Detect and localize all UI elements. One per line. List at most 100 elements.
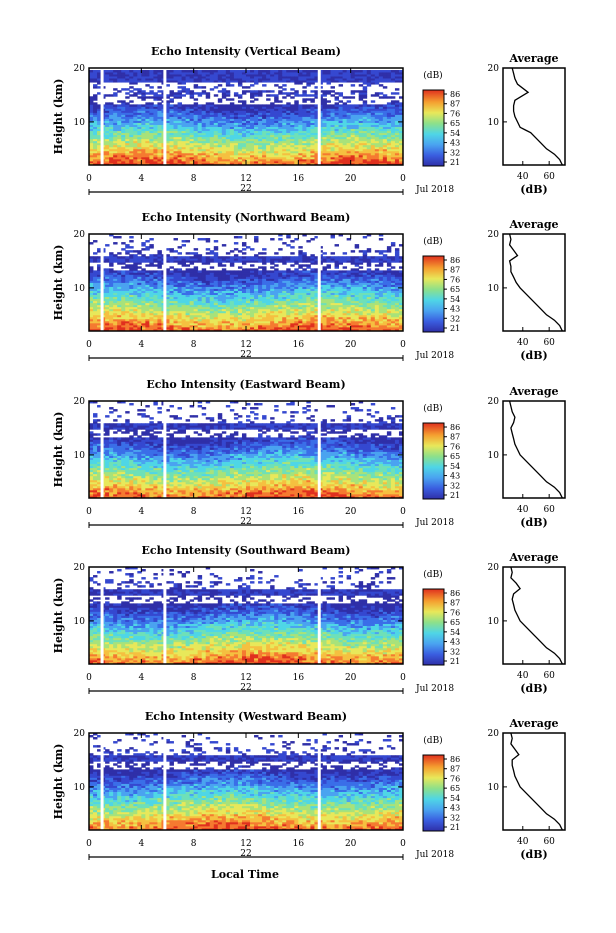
- heatmap: [89, 401, 403, 498]
- colorbar-tick-label: 87: [450, 266, 460, 275]
- profile-line: [512, 68, 562, 165]
- profile-x-tick-label: 60: [543, 837, 555, 847]
- x-tick-label: 12: [240, 839, 251, 849]
- x-tick-label: 0: [400, 174, 406, 184]
- colorbar: [423, 90, 444, 166]
- colorbar-unit: (dB): [423, 569, 442, 580]
- x-tick-label: 4: [138, 839, 144, 849]
- profile-x-tick-label: 40: [517, 671, 529, 681]
- profile-frame: [503, 68, 565, 165]
- x-tick-label: 0: [86, 673, 92, 683]
- day-label: 22: [240, 683, 251, 693]
- profile-x-label: (dB): [520, 349, 547, 362]
- y-tick-label: 20: [74, 397, 86, 407]
- y-tick-label: 10: [74, 783, 86, 793]
- colorbar: [423, 256, 444, 332]
- y-tick-label: 10: [74, 451, 86, 461]
- x-tick-label: 4: [138, 340, 144, 350]
- profile-y-tick-label: 20: [488, 563, 500, 573]
- profile-x-tick-label: 60: [543, 172, 555, 182]
- profile-x-tick-label: 60: [543, 505, 555, 515]
- x-tick-label: 20: [345, 507, 357, 517]
- colorbar-tick-label: 43: [450, 472, 460, 481]
- month-label: Jul 2018: [415, 351, 454, 361]
- y-tick-label: 20: [74, 729, 86, 739]
- x-tick-label: 20: [345, 673, 357, 683]
- profile-title: Average: [508, 52, 558, 65]
- y-tick-label: 10: [74, 284, 86, 294]
- profile-title: Average: [508, 218, 558, 231]
- colorbar-tick-label: 76: [450, 608, 460, 617]
- panel-title: Echo Intensity (Westward Beam): [145, 710, 347, 723]
- profile-x-label: (dB): [520, 516, 547, 529]
- month-label: Jul 2018: [415, 684, 454, 694]
- y-tick-label: 20: [74, 230, 86, 240]
- colorbar: [423, 755, 444, 831]
- x-tick-label: 8: [191, 174, 197, 184]
- x-tick-label: 0: [400, 340, 406, 350]
- colorbar-unit: (dB): [423, 403, 442, 414]
- colorbar-tick-label: 65: [450, 452, 460, 461]
- colorbar-tick-label: 43: [450, 139, 460, 148]
- x-tick-label: 12: [240, 673, 251, 683]
- x-tick-label: 4: [138, 174, 144, 184]
- x-tick-label: 16: [293, 174, 305, 184]
- x-tick-label: 8: [191, 673, 197, 683]
- y-tick-label: 10: [74, 617, 86, 627]
- profile-frame: [503, 567, 565, 664]
- colorbar-tick-label: 54: [450, 462, 460, 471]
- x-tick-label: 0: [86, 839, 92, 849]
- colorbar-tick-label: 54: [450, 628, 460, 637]
- day-label: 22: [240, 350, 251, 360]
- colorbar-tick-label: 32: [450, 481, 460, 490]
- colorbar-tick-label: 32: [450, 813, 460, 822]
- colorbar-tick-label: 21: [450, 158, 460, 167]
- y-axis-label: Height (km): [52, 79, 65, 155]
- x-tick-label: 8: [191, 507, 197, 517]
- month-label: Jul 2018: [415, 185, 454, 195]
- month-label: Jul 2018: [415, 518, 454, 528]
- day-label: 22: [240, 849, 251, 859]
- colorbar-tick-label: 86: [450, 90, 460, 99]
- colorbar-tick-label: 76: [450, 275, 460, 284]
- x-tick-label: 8: [191, 340, 197, 350]
- x-tick-label: 0: [86, 174, 92, 184]
- colorbar-tick-label: 32: [450, 314, 460, 323]
- profile-y-tick-label: 20: [488, 64, 500, 74]
- profile-y-tick-label: 20: [488, 230, 500, 240]
- y-tick-label: 10: [74, 118, 86, 128]
- colorbar-tick-label: 76: [450, 442, 460, 451]
- x-tick-label: 0: [86, 340, 92, 350]
- profile-x-tick-label: 60: [543, 671, 555, 681]
- y-tick-label: 20: [74, 64, 86, 74]
- colorbar: [423, 423, 444, 499]
- x-tick-label: 12: [240, 340, 251, 350]
- colorbar-unit: (dB): [423, 735, 442, 746]
- x-tick-label: 20: [345, 839, 357, 849]
- panel-3: Echo Intensity (Southward Beam)2010Heigh…: [52, 544, 565, 695]
- profile-x-label: (dB): [520, 682, 547, 695]
- panel-title: Echo Intensity (Southward Beam): [142, 544, 351, 557]
- x-tick-label: 8: [191, 839, 197, 849]
- colorbar-tick-label: 65: [450, 119, 460, 128]
- month-label: Jul 2018: [415, 850, 454, 860]
- colorbar-tick-label: 76: [450, 774, 460, 783]
- panel-2: Echo Intensity (Eastward Beam)2010Height…: [52, 378, 565, 529]
- profile-y-tick-label: 10: [488, 284, 500, 294]
- profile-y-tick-label: 10: [488, 617, 500, 627]
- colorbar-unit: (dB): [423, 236, 442, 247]
- colorbar-tick-label: 43: [450, 638, 460, 647]
- x-tick-label: 16: [293, 673, 305, 683]
- profile-y-tick-label: 10: [488, 783, 500, 793]
- profile-line: [511, 567, 563, 664]
- x-tick-label: 16: [293, 839, 305, 849]
- colorbar-tick-label: 87: [450, 599, 460, 608]
- panel-4: Echo Intensity (Westward Beam)2010Height…: [52, 710, 565, 861]
- profile-y-tick-label: 10: [488, 118, 500, 128]
- colorbar-tick-label: 87: [450, 765, 460, 774]
- y-axis-label: Height (km): [52, 412, 65, 488]
- x-tick-label: 0: [400, 839, 406, 849]
- profile-x-label: (dB): [520, 183, 547, 196]
- heatmap: [89, 234, 403, 331]
